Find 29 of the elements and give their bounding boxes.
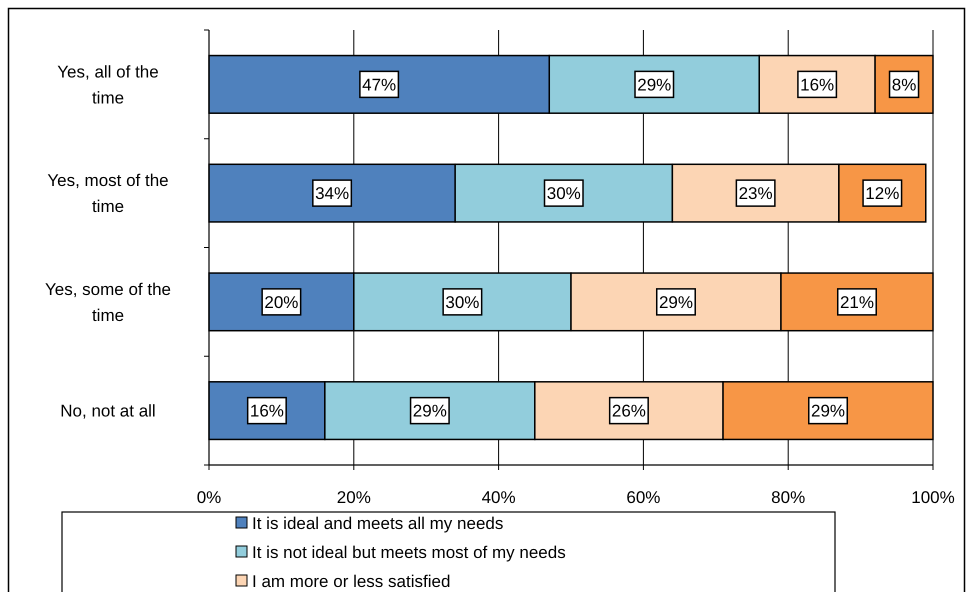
text: 8% xyxy=(892,75,916,94)
text: 12% xyxy=(865,184,900,204)
y-tick-label: Yes, most of the time xyxy=(47,171,169,216)
text: 29% xyxy=(412,402,447,421)
text: 30% xyxy=(546,184,581,204)
legend-label: It is not ideal but meets most of my needs xyxy=(252,543,566,562)
text: 29% xyxy=(658,292,693,312)
text: 26% xyxy=(612,402,646,421)
x-tick-label: 40% xyxy=(482,488,516,507)
text: 29% xyxy=(637,75,672,94)
y-tick-label: Yes, some of the time xyxy=(44,280,172,325)
legend-label: It is ideal and meets all my needs xyxy=(252,514,504,533)
text: 16% xyxy=(800,75,834,94)
x-tick-label: 100% xyxy=(911,488,955,507)
x-tick-label: 0% xyxy=(196,488,222,507)
x-tick-label: 80% xyxy=(771,488,806,507)
text: 16% xyxy=(250,402,284,421)
text: 30% xyxy=(445,292,480,312)
y-tick-label: No, not at all xyxy=(60,402,156,421)
y-tick-label: Yes, all of the time xyxy=(57,62,159,108)
x-tick-label: 60% xyxy=(626,488,660,507)
x-tick-label: 20% xyxy=(336,488,371,507)
text: 20% xyxy=(264,292,298,312)
legend-label: I am more or less satisfied xyxy=(252,572,450,591)
text: 34% xyxy=(315,184,350,204)
text: 29% xyxy=(811,402,846,421)
text: 23% xyxy=(738,184,773,204)
text: 47% xyxy=(362,75,396,94)
text: 21% xyxy=(840,292,874,312)
